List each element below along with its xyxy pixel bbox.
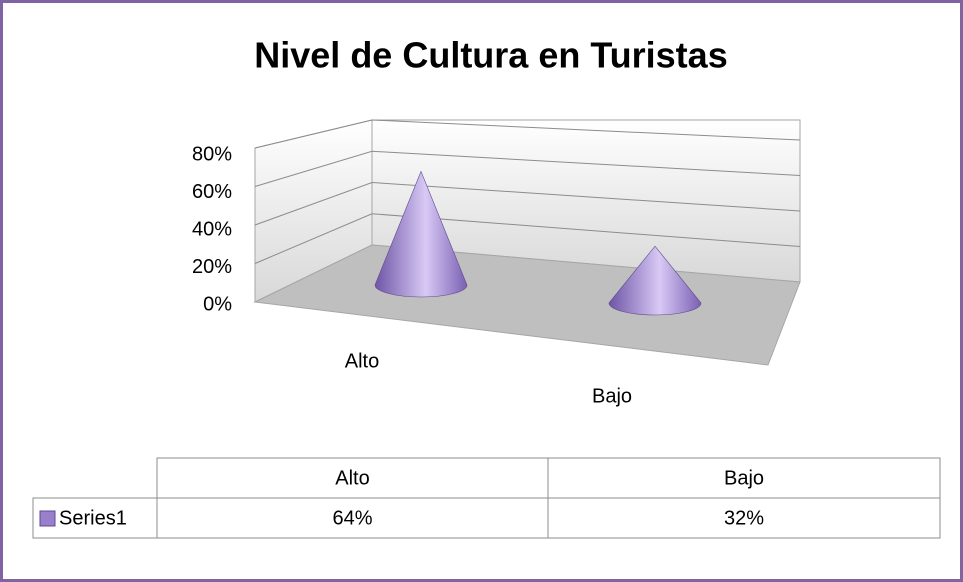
- y-tick-label: 20%: [192, 256, 232, 278]
- chart-title: Nivel de Cultura en Turistas: [254, 35, 727, 76]
- x-tick-label: Alto: [345, 350, 379, 372]
- table-header-cell: Bajo: [724, 467, 764, 489]
- legend-key: [39, 510, 56, 527]
- legend-label: Series1: [59, 507, 127, 529]
- grid-line: [254, 150, 801, 187]
- cone: [374, 170, 468, 298]
- grid-line: [254, 119, 801, 149]
- table-header-cell: Alto: [335, 467, 369, 489]
- y-tick-label: 0%: [203, 293, 232, 315]
- table-row: [32, 497, 941, 539]
- y-tick-label: 80%: [192, 143, 232, 165]
- x-tick-label: Bajo: [592, 385, 632, 407]
- table-cell: 32%: [724, 507, 764, 529]
- cone: [608, 245, 702, 316]
- table-cell: 64%: [332, 507, 372, 529]
- y-tick-label: 40%: [192, 218, 232, 240]
- grid-line: [254, 213, 801, 264]
- grid-line: [254, 181, 801, 226]
- y-tick-label: 60%: [192, 181, 232, 203]
